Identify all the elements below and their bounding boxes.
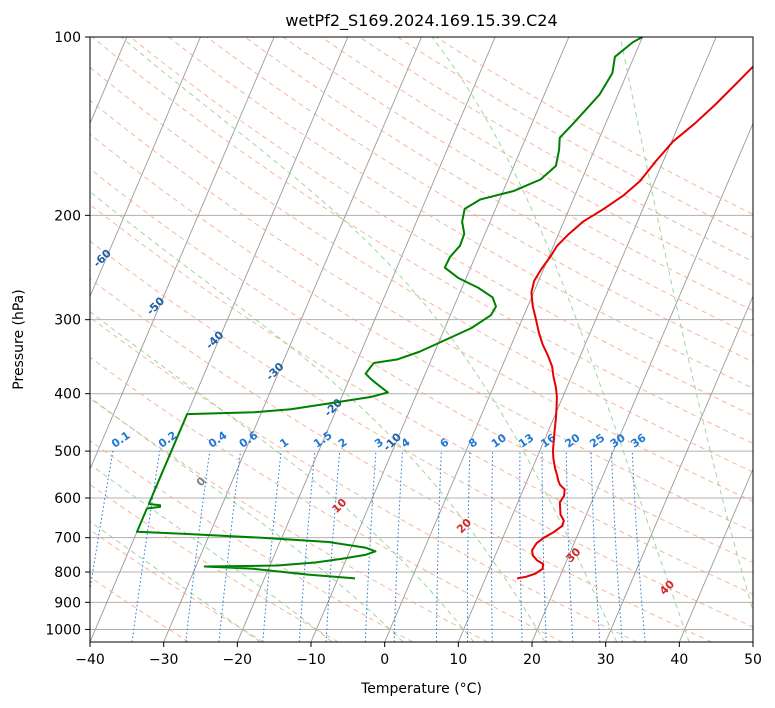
moist-adiabat-line bbox=[619, 37, 753, 613]
isotherm-line bbox=[90, 37, 349, 642]
y-tick-label: 300 bbox=[54, 313, 81, 329]
x-tick-label: −40 bbox=[75, 652, 105, 668]
isotherm-line bbox=[605, 295, 753, 642]
x-tick-label: −10 bbox=[296, 652, 326, 668]
x-axis-label: Temperature (°C) bbox=[360, 681, 482, 697]
moist-adiabat-line bbox=[90, 520, 261, 642]
dry-adiabat-line bbox=[206, 37, 753, 363]
moist-adiabat-line bbox=[90, 191, 546, 642]
dry-adiabat-line bbox=[90, 240, 753, 628]
moist-adiabat-line bbox=[90, 396, 404, 642]
y-tick-label: 1000 bbox=[45, 622, 81, 638]
plot-frame bbox=[89, 36, 754, 643]
y-tick-label: 900 bbox=[54, 595, 81, 611]
isotherm-line bbox=[384, 37, 643, 642]
x-tick-label: 10 bbox=[449, 652, 467, 668]
mixing-ratio-line bbox=[298, 451, 316, 642]
chart-title: wetPf2_S169.2024.169.15.39.C24 bbox=[285, 11, 557, 31]
y-tick-label: 400 bbox=[54, 387, 81, 403]
mixing-ratio-line bbox=[262, 451, 282, 642]
x-tick-label: 20 bbox=[523, 652, 541, 668]
mixing-ratio-line bbox=[218, 451, 242, 642]
mixing-ratio-line bbox=[185, 451, 211, 642]
mixing-ratio-line bbox=[90, 451, 114, 593]
x-tick-label: 40 bbox=[670, 652, 688, 668]
x-tick-label: −20 bbox=[223, 652, 253, 668]
dry-adiabat-line bbox=[90, 133, 753, 533]
x-tick-label: 50 bbox=[744, 652, 762, 668]
y-tick-label: 500 bbox=[54, 444, 81, 460]
isotherm-line bbox=[90, 37, 201, 298]
plot-area bbox=[90, 37, 753, 642]
isotherm-line bbox=[163, 37, 422, 642]
dry-adiabat-line bbox=[90, 203, 753, 595]
moist-adiabat-line bbox=[120, 37, 618, 642]
y-tick-label: 800 bbox=[54, 565, 81, 581]
dry-adiabat-line bbox=[282, 37, 753, 312]
dry-adiabat-line bbox=[90, 356, 563, 642]
dewpoint-line bbox=[136, 37, 643, 580]
isotherm-line bbox=[678, 467, 753, 642]
x-tick-label: −30 bbox=[149, 652, 179, 668]
dry-adiabat-line bbox=[90, 397, 488, 642]
temperature-line bbox=[516, 65, 753, 580]
isotherm-line bbox=[457, 37, 717, 642]
y-tick-label: 200 bbox=[54, 208, 81, 224]
y-tick-label: 700 bbox=[54, 531, 81, 547]
dry-adiabat-line bbox=[90, 483, 339, 642]
x-tick-label: 30 bbox=[597, 652, 615, 668]
moist-adiabat-line bbox=[90, 463, 333, 642]
moist-adiabat-line bbox=[90, 310, 475, 642]
axes: −40 −30 −20 −10 0 10 20 30 40 50 100 200 300 400 500 60… bbox=[45, 30, 762, 668]
isotherm-line bbox=[90, 37, 275, 471]
y-tick-label: 100 bbox=[54, 30, 81, 46]
y-axis-label: Pressure (hPa) bbox=[11, 289, 27, 389]
dry-adiabat-line bbox=[90, 168, 753, 563]
x-tick-label: 0 bbox=[380, 652, 389, 668]
y-tick-label: 600 bbox=[54, 491, 81, 507]
isotherm-line bbox=[236, 37, 496, 642]
profile-series bbox=[136, 37, 753, 580]
moist-adiabat-line bbox=[431, 37, 690, 642]
dry-adiabat-line bbox=[90, 66, 753, 473]
isotherm-line bbox=[531, 122, 753, 642]
dry-adiabat-line bbox=[130, 37, 753, 417]
